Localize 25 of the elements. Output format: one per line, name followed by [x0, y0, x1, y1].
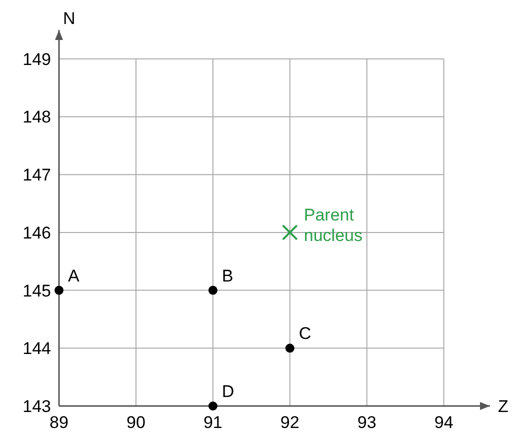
- x-tick-label: 91: [203, 413, 222, 432]
- data-label: B: [222, 266, 234, 286]
- y-tick-label: 149: [22, 50, 51, 69]
- x-tick-label: 94: [434, 413, 454, 432]
- point: [285, 344, 294, 353]
- point: [282, 224, 298, 240]
- y-axis-title: N: [63, 9, 76, 28]
- data-label: D: [222, 382, 234, 401]
- series-label: Parent nucleus: [304, 205, 362, 245]
- y-tick-label: 143: [22, 396, 51, 416]
- x-axis-title: Z: [498, 397, 508, 416]
- point: [208, 402, 218, 410]
- y-tick-label: 144: [22, 339, 51, 358]
- y-tick-label: 147: [22, 166, 51, 185]
- data-label: A: [68, 266, 80, 286]
- y-tick-label: 145: [22, 281, 51, 300]
- point: [54, 286, 64, 295]
- data-label: C: [298, 324, 312, 344]
- y-tick-label: 146: [22, 223, 51, 242]
- x-tick-label: 89: [50, 413, 68, 432]
- x-tick-label: 93: [357, 413, 376, 432]
- x-tick-label: 92: [280, 413, 300, 432]
- point: [208, 286, 218, 295]
- y-tick-label: 148: [22, 108, 51, 127]
- x-tick-label: 90: [126, 413, 146, 432]
